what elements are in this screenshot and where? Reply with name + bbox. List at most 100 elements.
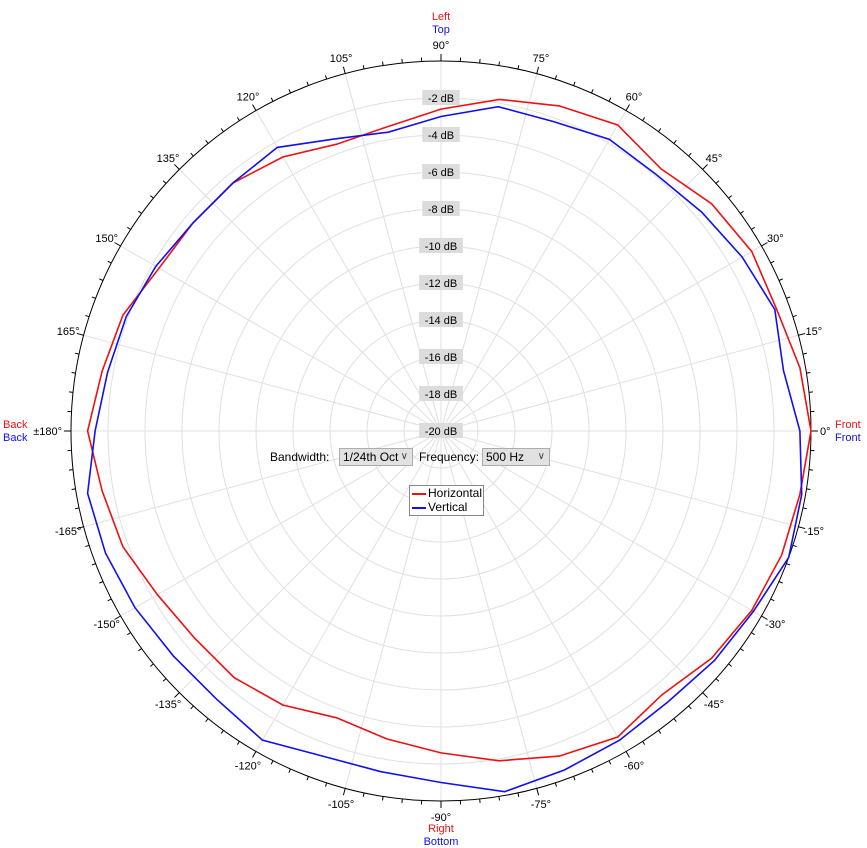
minor-tick	[288, 768, 291, 773]
minor-tick	[715, 678, 720, 682]
minor-tick	[381, 796, 384, 801]
major-tick	[76, 526, 84, 530]
minor-tick	[554, 782, 558, 787]
major-tick	[536, 788, 540, 796]
db-label-bg	[419, 423, 463, 438]
minor-tick	[608, 760, 612, 765]
db-label: -16 dB	[425, 352, 457, 364]
minor-tick	[786, 296, 791, 299]
minor-tick	[728, 195, 732, 199]
minor-tick	[498, 61, 501, 66]
angle-label: ±180°	[33, 426, 62, 438]
db-label-bg	[419, 386, 463, 401]
grid-spoke	[83, 334, 442, 432]
minor-tick	[220, 730, 224, 734]
minor-tick	[162, 180, 167, 184]
minor-tick	[658, 730, 662, 734]
angle-label: -15°	[804, 526, 824, 538]
major-tick	[174, 164, 180, 170]
minor-tick	[99, 581, 104, 584]
minor-tick	[150, 195, 154, 199]
angle-label: -60°	[624, 760, 644, 772]
minor-tick	[802, 352, 807, 355]
grid-spoke	[344, 73, 442, 432]
direction-label-horizontal: Left	[432, 11, 450, 23]
angle-label: 15°	[806, 326, 823, 338]
major-tick	[761, 242, 768, 247]
minor-tick	[740, 210, 744, 214]
minor-tick	[107, 598, 112, 602]
angle-label: 30°	[767, 233, 784, 245]
minor-tick	[236, 117, 240, 121]
major-tick	[342, 66, 346, 74]
grid-spoke	[440, 169, 703, 432]
grid-spoke	[255, 110, 442, 432]
minor-tick	[740, 648, 744, 652]
chevron-down-icon: ∨	[537, 451, 545, 462]
db-label: -10 dB	[425, 241, 457, 253]
grid-spoke	[83, 430, 442, 528]
minor-tick	[162, 678, 167, 682]
minor-tick	[688, 152, 692, 157]
angle-label: 75°	[533, 53, 550, 65]
db-label: -8 dB	[428, 204, 454, 216]
db-label: -2 dB	[428, 93, 454, 105]
legend-label: Horizontal	[428, 486, 483, 500]
minor-tick	[138, 648, 142, 652]
minor-tick	[127, 632, 131, 636]
minor-tick	[127, 226, 131, 230]
minor-tick	[517, 792, 520, 797]
grid-spoke	[440, 110, 627, 432]
direction-label-vertical: Bottom	[424, 836, 459, 848]
direction-label-vertical: Front	[835, 432, 861, 444]
minor-tick	[362, 792, 365, 797]
minor-tick	[573, 81, 576, 86]
legend-swatch	[412, 492, 426, 495]
grid-spoke	[440, 245, 762, 432]
major-tick	[114, 615, 121, 620]
db-label: -18 dB	[425, 389, 457, 401]
db-label-bg	[422, 90, 460, 105]
minor-tick	[138, 210, 142, 214]
minor-tick	[99, 278, 104, 281]
frequency-select[interactable]: 500 Hz ∨	[482, 448, 550, 466]
minor-tick	[306, 81, 309, 86]
minor-tick	[591, 89, 594, 94]
minor-tick	[778, 581, 783, 584]
frequency-value: 500 Hz	[486, 450, 525, 464]
minor-tick	[85, 544, 90, 548]
minor-tick	[658, 128, 662, 132]
minor-tick	[642, 741, 646, 745]
angle-label: 135°	[157, 153, 180, 165]
minor-tick	[642, 117, 646, 121]
minor-tick	[673, 718, 677, 722]
angle-label: -135°	[155, 699, 181, 711]
db-label: -4 dB	[428, 130, 454, 142]
minor-tick	[85, 314, 90, 318]
minor-tick	[792, 314, 797, 318]
grid-spoke	[179, 430, 442, 693]
major-tick	[798, 526, 806, 530]
grid-spoke	[120, 245, 442, 432]
grid-spoke	[440, 430, 627, 752]
minor-tick	[270, 97, 274, 102]
labels: 0° 15° 30° 45° 60° 75° 90° 105° 120° 135° 150° 165°…	[3, 11, 861, 848]
db-label-bg	[422, 201, 460, 216]
angle-label: 0°	[820, 426, 831, 438]
legend: Horizontal Vertical	[409, 485, 484, 516]
bandwidth-select[interactable]: 1/24th Oct ∨	[339, 448, 413, 466]
minor-tick	[498, 796, 501, 801]
angle-label: -150°	[94, 619, 120, 631]
minor-tick	[715, 180, 720, 184]
minor-tick	[324, 75, 328, 80]
major-tick	[625, 751, 630, 758]
minor-tick	[554, 75, 558, 80]
angle-label: -75°	[531, 799, 551, 811]
major-tick	[761, 615, 768, 620]
minor-tick	[362, 65, 365, 70]
legend-item-horizontal: Horizontal	[410, 486, 483, 500]
minor-tick	[91, 296, 96, 299]
angle-label: -30°	[765, 619, 785, 631]
chevron-down-icon: ∨	[400, 451, 408, 462]
major-tick	[536, 66, 540, 74]
